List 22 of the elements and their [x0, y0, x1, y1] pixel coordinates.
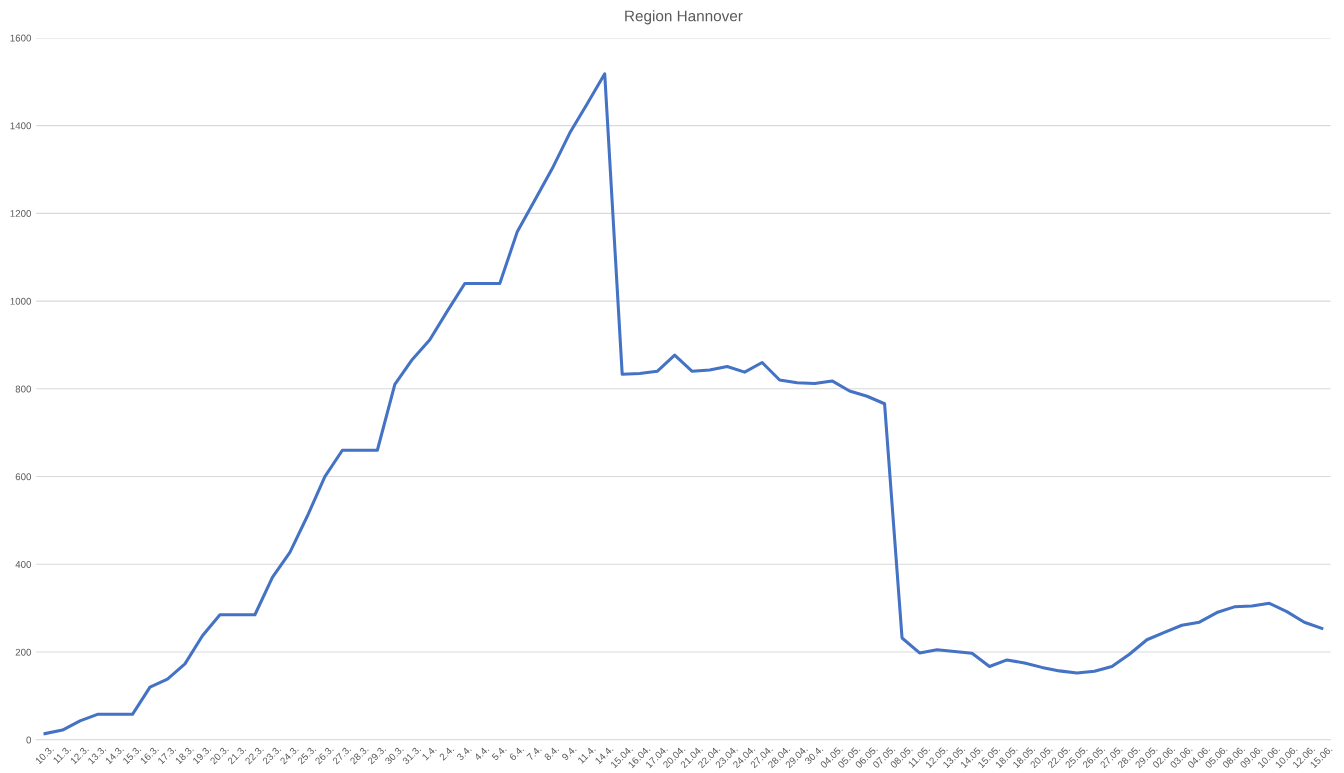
- y-tick-label: 800: [15, 385, 32, 393]
- line-series: [43, 72, 1324, 736]
- y-tick-label: 1600: [10, 34, 32, 42]
- chart-title: Region Hannover: [625, 10, 743, 25]
- x-tick-label: 5.4.: [491, 745, 507, 761]
- y-tick-label: 0: [26, 736, 32, 744]
- x-tick-label: 7.4.: [526, 745, 542, 761]
- x-tick-label: 9.4.: [561, 745, 577, 761]
- y-tick-label: 400: [15, 561, 32, 568]
- y-tick-label: 200: [15, 648, 32, 656]
- y-tick-label: 600: [15, 473, 32, 481]
- x-tick-label: 3.4.: [456, 745, 472, 761]
- x-tick-label: 6.4.: [508, 745, 525, 761]
- x-tick-label: 11.4.: [577, 745, 596, 764]
- x-tick-label: 30.3.: [384, 745, 404, 765]
- y-tick-label: 1400: [10, 122, 32, 130]
- y-tick-label: 1200: [10, 210, 32, 217]
- x-tick-label: 1.4.: [421, 745, 437, 761]
- x-tick-label: 4.4.: [473, 745, 490, 761]
- y-tick-label: 1000: [10, 297, 32, 305]
- x-tick-label: 8.4.: [543, 745, 560, 761]
- x-tick-label: 2.4.: [438, 745, 455, 761]
